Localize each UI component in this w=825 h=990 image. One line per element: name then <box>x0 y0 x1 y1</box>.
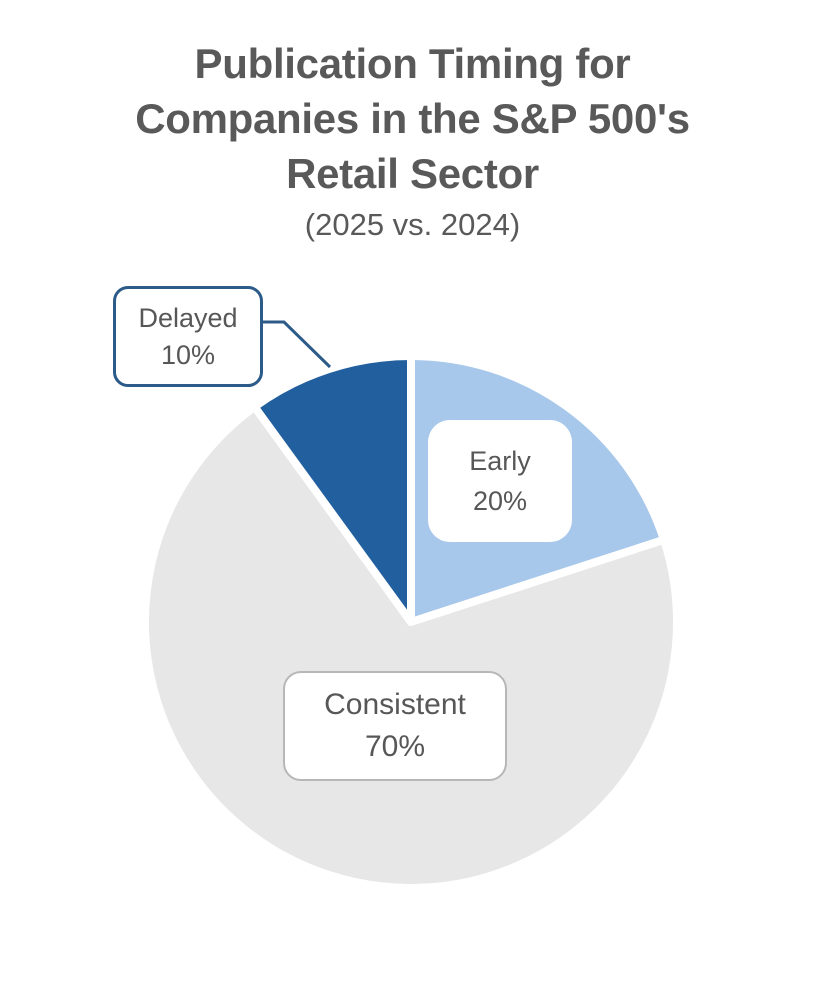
pie-slices <box>141 352 681 892</box>
chart-subtitle: (2025 vs. 2024) <box>304 207 521 242</box>
early-value: 20% <box>472 486 528 516</box>
consistent-value: 70% <box>364 730 426 763</box>
chart-title-line-3: Retail Sector <box>286 150 539 197</box>
consistent-slice-label: Consistent 70% <box>283 671 507 781</box>
delayed-callout-leader-line <box>263 320 332 369</box>
chart-title-line-1: Publication Timing for <box>194 40 631 87</box>
early-label: Early <box>469 446 531 476</box>
delayed-label: Delayed <box>138 302 238 333</box>
pie-slice-delayed <box>250 352 415 626</box>
early-slice-label: Early 20% <box>428 420 572 542</box>
chart-title: Publication Timing for Companies in the … <box>0 36 825 247</box>
consistent-label: Consistent <box>324 688 466 721</box>
pie-slice-consistent <box>141 402 681 892</box>
delayed-value: 10% <box>160 339 216 370</box>
chart-title-line-2: Companies in the S&P 500's <box>135 95 690 142</box>
delayed-slice-callout: Delayed 10% <box>113 286 263 387</box>
